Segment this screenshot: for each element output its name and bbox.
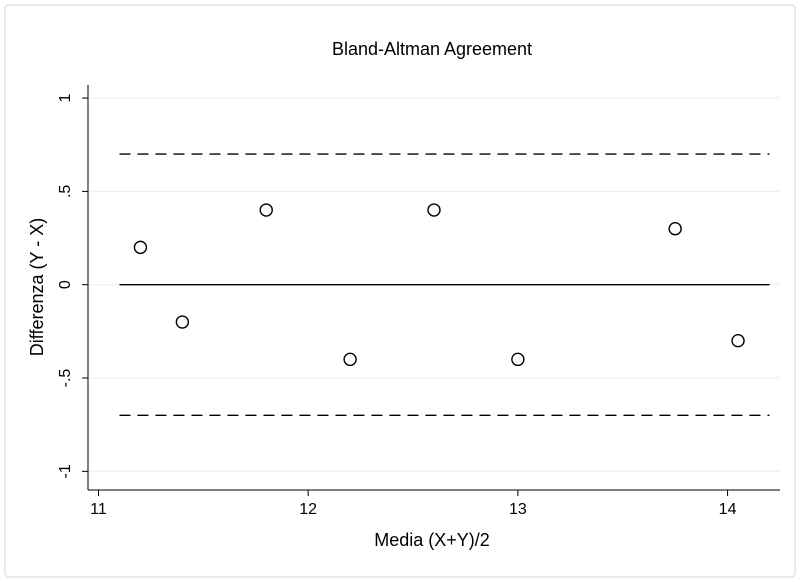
point [259, 203, 273, 217]
x-tick-label: 11 [90, 501, 107, 518]
y-tick-label: 1 [57, 94, 74, 103]
x-axis-label: Media (X+Y)/2 [374, 530, 490, 550]
point [343, 352, 357, 367]
y-axis-label: Differenza (Y - X) [27, 218, 47, 356]
x-tick-label: 14 [719, 501, 737, 518]
point [731, 333, 745, 348]
y-tick-label: 0 [57, 280, 74, 289]
point [668, 222, 682, 236]
point [133, 240, 148, 255]
y-tick-label: .5 [57, 185, 74, 198]
chart-frame [4, 4, 796, 578]
x-tick-label: 13 [509, 501, 527, 518]
point [175, 315, 190, 329]
point [511, 352, 525, 367]
y-tick-label: -1 [57, 464, 74, 478]
point [427, 203, 441, 217]
chart-title: Bland-Altman Agreement [332, 39, 532, 59]
y-tick-label: -.5 [57, 369, 74, 388]
x-tick-label: 12 [299, 501, 317, 518]
